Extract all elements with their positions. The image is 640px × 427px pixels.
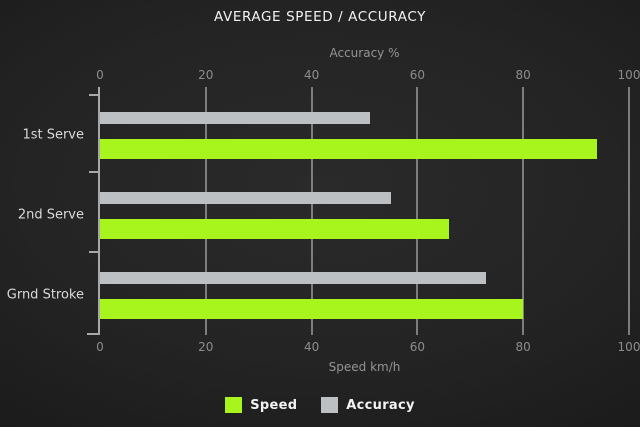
accuracy-bar	[100, 272, 487, 284]
top-axis-tick-label: 100	[617, 68, 640, 82]
accuracy-bar	[100, 192, 391, 204]
legend-label-accuracy: Accuracy	[346, 397, 415, 413]
y-axis-spine	[98, 87, 100, 335]
bottom-axis-tick-label: 0	[96, 340, 104, 354]
top-axis-tick-label: 20	[198, 68, 214, 82]
bottom-axis-tick-label: 80	[515, 340, 531, 354]
accuracy-legend-swatch	[321, 397, 339, 413]
category-separator-tick	[89, 171, 100, 173]
legend-label-speed: Speed	[250, 397, 298, 413]
plot-area: 0 20 40 60 80 100 0 20 40 60 80 100 1st Serve 2nd Ser…	[7, 68, 640, 354]
bottom-axis-tick-label: 20	[198, 340, 214, 354]
speed-bar	[100, 299, 524, 319]
speed-bar	[100, 139, 598, 159]
top-axis-title: Accuracy %	[329, 46, 400, 60]
accuracy-bar	[100, 112, 370, 124]
top-axis-tick-label: 80	[515, 68, 531, 82]
gridline	[310, 87, 313, 335]
axis-corner-top-tick	[89, 94, 100, 96]
axis-corner-bottom-tick	[87, 333, 100, 335]
category-label: 2nd Serve	[17, 207, 84, 223]
top-axis-tick-label: 40	[303, 68, 320, 82]
speed-bar	[100, 219, 450, 239]
category-row: Grnd Stroke	[7, 255, 629, 335]
bottom-axis-tick-label: 60	[409, 340, 426, 354]
bottom-axis-title: Speed km/h	[328, 360, 401, 374]
top-axis-tick-label: 60	[409, 68, 426, 82]
category-row: 2nd Serve	[18, 175, 629, 255]
bottom-axis-tick-label: 100	[617, 340, 640, 354]
category-row: 1st Serve	[22, 95, 629, 175]
gridline	[522, 87, 525, 335]
legend-item-accuracy: Accuracy	[321, 397, 415, 413]
gridline	[416, 87, 419, 335]
chart-title: AVERAGE SPEED / ACCURACY	[214, 9, 426, 25]
category-separator-tick	[89, 251, 100, 253]
top-axis-tick-label: 0	[96, 68, 104, 82]
speed-legend-swatch	[225, 397, 243, 413]
legend-item-speed: Speed	[225, 397, 297, 413]
chart-legend: Speed Accuracy	[0, 397, 640, 413]
category-label: 1st Serve	[22, 127, 84, 143]
bottom-axis-tick-label: 40	[303, 340, 320, 354]
gridline	[204, 87, 207, 335]
category-label: Grnd Stroke	[6, 287, 84, 303]
gridline	[628, 87, 630, 335]
